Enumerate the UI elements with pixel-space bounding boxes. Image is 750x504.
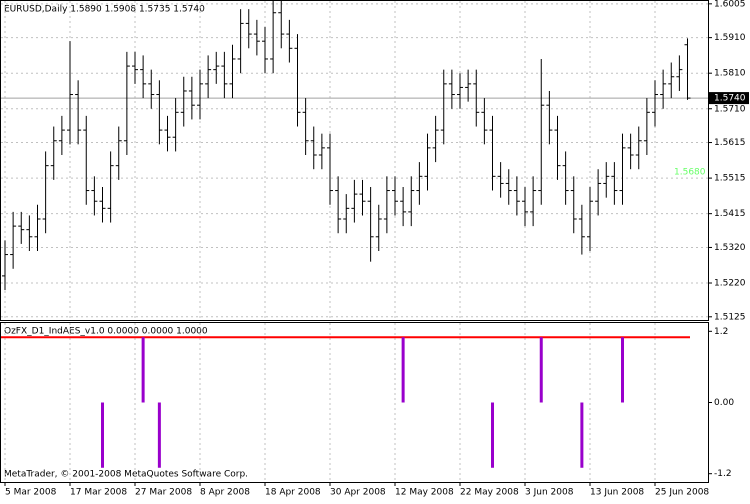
bar (401, 337, 405, 403)
bar (141, 337, 145, 403)
bar (580, 402, 584, 468)
annotation: 1.5680 (674, 168, 706, 178)
footer: MetaTrader, © 2001-2008 MetaQuotes Softw… (4, 470, 248, 480)
x-tick-label: 25 Jun 2008 (655, 488, 709, 498)
bar (157, 402, 161, 468)
bar (101, 402, 104, 468)
x-tick-label: 5 Mar 2008 (5, 488, 57, 498)
x-tick-label: 22 May 2008 (460, 488, 519, 498)
bar (539, 337, 543, 403)
y-tick-label: 1.5125 (714, 312, 746, 322)
y-tick-label: 0.00 (714, 398, 734, 408)
y-tick-label: 1.6005 (714, 0, 746, 9)
chart-title: EURUSD,Daily 1.5890 1.5908 1.5735 1.5740 (4, 5, 205, 15)
indicator-title: OzFX_D1_IndAES_v1.0 0.0000 0.0000 1.0000 (4, 327, 208, 337)
x-tick-label: 18 Apr 2008 (265, 488, 321, 498)
x-tick-label: 27 Mar 2008 (135, 488, 192, 498)
x-tick-label: 13 Jun 2008 (590, 488, 644, 498)
x-tick-label: 12 May 2008 (395, 488, 454, 498)
price-label-box (709, 92, 749, 105)
bar (621, 337, 624, 403)
bar (491, 402, 494, 468)
y-tick-label: 1.5320 (714, 243, 746, 253)
price-panel (0, 0, 709, 321)
y-tick-label: 1.5515 (714, 174, 746, 184)
y-tick-label: -1.2 (714, 469, 732, 479)
x-tick-label: 3 Jun 2008 (525, 488, 574, 498)
y-tick-label: 1.5220 (714, 279, 746, 289)
y-tick-label: 1.5615 (714, 138, 746, 148)
y-tick-label: 1.5710 (714, 104, 746, 114)
price-label: 1.5740 (714, 94, 746, 104)
y-tick-label: 1.5910 (714, 33, 746, 43)
x-tick-label: 8 Apr 2008 (200, 488, 250, 498)
y-tick-label: 1.5415 (714, 209, 746, 219)
x-tick-label: 17 Mar 2008 (70, 488, 127, 498)
y-tick-label: 1.5810 (714, 69, 746, 79)
y-tick-label: 1.2 (714, 327, 728, 337)
x-tick-label: 30 Apr 2008 (330, 488, 386, 498)
